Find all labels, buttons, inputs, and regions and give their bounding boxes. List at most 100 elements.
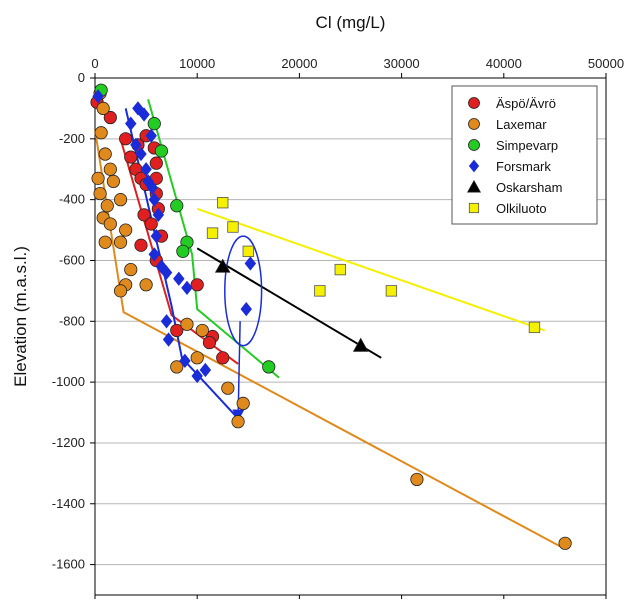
data-point [227, 221, 239, 233]
trend-line [119, 138, 239, 365]
data-point [130, 137, 142, 153]
y-axis-ticks: 0 -200 -400 -600 -800 -1000 -1200 -1400 -1600 [52, 70, 95, 572]
data-point [146, 180, 158, 195]
data-point [147, 117, 161, 131]
data-point [125, 116, 137, 131]
data-point [199, 362, 212, 378]
data-point [92, 89, 104, 104]
data-point [181, 280, 193, 295]
data-point [160, 265, 173, 280]
legend-label: Äspö/Ävrö [496, 96, 556, 111]
data-point [528, 321, 541, 334]
series-diamond [92, 89, 257, 384]
data-point [244, 256, 257, 271]
legend-label: Laxemar [496, 117, 547, 132]
data-point [162, 332, 175, 347]
data-point [148, 192, 160, 207]
legend-label: Oskarsham [496, 180, 562, 195]
series-square [206, 197, 541, 334]
y-tick-label: -1200 [52, 435, 85, 450]
data-point [103, 110, 117, 125]
x-tick-label: 20000 [281, 56, 317, 71]
series-triangle [214, 258, 369, 352]
x-tick-label: 10000 [179, 56, 215, 71]
y-tick-label: -800 [59, 313, 85, 328]
y-tick-label: -1400 [52, 496, 85, 511]
legend-box [451, 85, 598, 225]
x-tick-label: 30000 [384, 56, 420, 71]
data-point [132, 101, 144, 116]
data-point [262, 360, 276, 374]
x-axis-ticks: 0 10000 20000 30000 40000 50000 [91, 56, 624, 599]
data-point [149, 156, 163, 170]
data-point [214, 258, 231, 273]
legend-label: Olkiluoto [496, 201, 547, 216]
data-point [96, 101, 110, 116]
data-point [240, 301, 252, 317]
data-point [231, 415, 245, 429]
legend-marker [468, 118, 480, 130]
data-point [236, 396, 250, 411]
data-point [558, 536, 572, 550]
data-point [137, 208, 151, 222]
data-point [352, 337, 369, 352]
legend: Äspö/Ävrö Laxemar Simpevarp Forsmark Oskarsh… [451, 85, 598, 225]
y-tick-label: 0 [78, 70, 85, 85]
data-point [152, 207, 165, 223]
data-point [113, 284, 128, 298]
x-tick-label: 40000 [486, 56, 522, 71]
data-point [106, 174, 120, 188]
data-point [160, 314, 173, 329]
trend-line [196, 207, 546, 332]
data-point [221, 381, 235, 395]
y-tick-label: -600 [59, 252, 85, 267]
data-point [195, 323, 209, 338]
data-point [217, 197, 229, 209]
legend-label: Simpevarp [496, 138, 558, 153]
data-point [103, 162, 117, 176]
data-point [179, 353, 191, 368]
data-point [134, 238, 148, 252]
data-point [148, 247, 160, 262]
data-point [144, 217, 158, 231]
data-point [91, 171, 105, 185]
legend-marker [466, 179, 482, 193]
data-point [135, 146, 147, 162]
data-points [90, 83, 572, 550]
x-axis-title: Cl (mg/L) [316, 13, 386, 32]
data-point [202, 335, 217, 350]
data-point [334, 263, 346, 276]
data-point [119, 223, 133, 237]
data-point [314, 285, 326, 297]
data-point [98, 235, 112, 249]
y-tick-label: -400 [59, 192, 85, 207]
data-point [385, 285, 398, 297]
legend-marker [468, 97, 480, 109]
legend-label: Forsmark [496, 159, 551, 174]
data-point [176, 244, 190, 258]
plot-area [94, 77, 607, 596]
data-point [119, 132, 133, 146]
data-point [138, 107, 150, 122]
y-axis-title: Elevation (m.a.s.l.) [11, 246, 30, 387]
data-point [145, 128, 157, 143]
data-point [410, 472, 424, 487]
data-point [242, 245, 254, 258]
data-point [100, 199, 114, 213]
data-point [113, 235, 128, 249]
data-point [124, 262, 138, 277]
data-point [93, 186, 107, 201]
data-point [94, 126, 108, 140]
data-point [124, 150, 138, 164]
data-point [173, 271, 185, 286]
legend-marker [468, 139, 480, 151]
x-tick-label: 0 [91, 56, 98, 71]
data-point [170, 199, 184, 213]
data-point [103, 217, 117, 231]
series-circle [94, 83, 276, 374]
data-point [216, 351, 230, 365]
y-tick-label: -1600 [52, 557, 85, 572]
legend-marker [468, 159, 480, 173]
data-point [180, 317, 194, 331]
